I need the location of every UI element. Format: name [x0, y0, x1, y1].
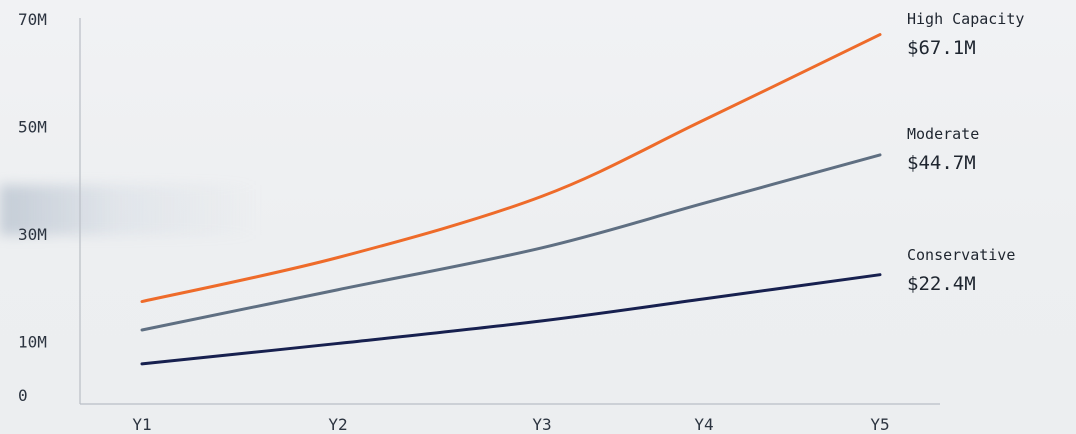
x-tick-label: Y3 — [532, 415, 551, 434]
x-tick-label: Y5 — [870, 415, 889, 434]
x-tick-label: Y2 — [328, 415, 347, 434]
series-labels: High Capacity $67.1M Moderate $44.7M Conserv… — [907, 10, 1024, 295]
series-line-high-capacity — [140, 33, 882, 304]
y-tick-label: 50M — [18, 117, 47, 136]
x-tick-label: Y1 — [132, 415, 151, 434]
series-label-value: $44.7M — [907, 152, 976, 174]
y-tick-label: 70M — [18, 10, 47, 29]
background-haze — [0, 185, 260, 235]
series-label-value: $22.4M — [907, 273, 976, 295]
series-lines — [140, 33, 882, 366]
y-tick-label: 30M — [18, 225, 47, 244]
y-tick-label: 10M — [18, 332, 47, 351]
series-label-name: Moderate — [907, 125, 979, 143]
x-tick-label: Y4 — [694, 415, 713, 434]
series-line-conservative — [140, 273, 882, 366]
series-label-name: High Capacity — [907, 10, 1024, 28]
x-tick-labels: Y1 Y2 Y3 Y4 Y5 — [132, 415, 889, 434]
y-tick-labels: 0 10M 30M 50M 70M — [18, 10, 47, 405]
y-tick-label: 0 — [18, 386, 28, 405]
series-line-moderate — [140, 153, 882, 332]
series-label-value: $67.1M — [907, 37, 976, 59]
series-label-name: Conservative — [907, 246, 1015, 264]
